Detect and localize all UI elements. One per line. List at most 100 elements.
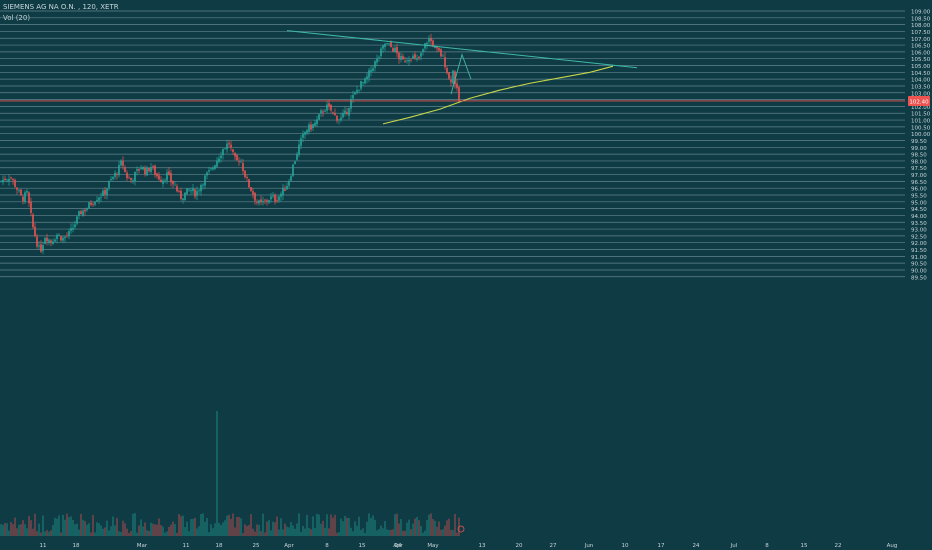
candle-body [262,201,264,203]
volume-bar [16,528,18,536]
candle-body [154,165,156,175]
volume-bar [368,513,370,536]
y-tick-label: 108.50 [911,16,931,22]
candle-body [326,104,328,111]
candle-body [116,173,118,175]
volume-bar [8,530,10,536]
candle-body [12,178,14,181]
candle-body [292,164,294,176]
volume-bar [138,525,140,536]
volume-bar [366,521,368,536]
x-tick-label: 17 [658,543,665,549]
x-tick-label: 15 [359,543,366,549]
volume-bar [150,522,152,536]
candle-body [426,42,428,45]
volume-bar [170,524,172,536]
volume-bar [286,526,288,536]
volume-bar [338,532,340,536]
volume-bar [432,519,434,536]
candle-body [162,180,164,184]
volume-bar [20,523,22,536]
volume-bar [362,528,364,536]
candle-body [332,111,334,113]
volume-bar [178,514,180,536]
volume-bar [426,519,428,536]
candle-body [48,239,50,243]
candle-body [152,166,154,168]
candle-body [46,237,48,242]
candle-body [338,119,340,121]
volume-bar [26,528,28,536]
candle-body [432,40,434,47]
candle-body [78,211,80,216]
y-tick-label: 104.00 [911,78,931,84]
candle-body [224,148,226,150]
candle-body [194,189,196,197]
candle-body [240,161,242,163]
volume-bar [66,513,68,536]
volume-bar [272,521,274,536]
candle-body [184,192,186,200]
volume-bar [350,527,352,536]
candle-body [158,175,160,180]
volume-bar [186,521,188,536]
volume-bar [306,514,308,536]
volume-bar [42,515,44,536]
candle-body [156,173,158,177]
y-tick-label: 108.00 [911,23,931,29]
y-tick-label: 89.50 [911,275,927,281]
candle-body [398,52,400,60]
candle-body [446,68,448,74]
volume-bar [312,516,314,536]
y-tick-label: 99.00 [911,146,927,152]
volume-bar [412,523,414,536]
candle-body [404,60,406,63]
candle-body [110,178,112,181]
candle-body [124,167,126,172]
candle-body [428,38,430,42]
x-tick-label: 15 [801,543,808,549]
volume-bar [318,514,320,536]
volume-bar [296,523,298,536]
candle-body [192,188,194,191]
candle-body [222,148,224,156]
volume-bar [50,530,52,536]
volume-bar [274,522,276,536]
volume-bar [372,515,374,536]
candle-body [168,171,170,175]
volume-bar [224,520,226,536]
volume-bar [228,514,230,536]
candle-body [424,43,426,49]
x-tick-label: 11 [183,543,190,549]
candle-body [430,38,432,41]
x-tick-label: 11 [40,543,47,549]
volume-bar [386,529,388,536]
candle-body [170,173,172,183]
volume-bar [146,530,148,536]
candle-body [142,167,144,170]
candle-body [174,184,176,186]
volume-bar [110,526,112,536]
current-price-tag [908,95,930,106]
candle-body [444,57,446,68]
candle-body [252,191,254,195]
y-tick-label: 99.50 [911,139,927,145]
volume-bar [140,519,142,536]
candle-body [284,189,286,192]
candle-body [250,187,252,191]
volume-bar [6,523,8,536]
volume-bar [452,530,454,536]
volume-bar [174,524,176,536]
candle-body [130,177,132,181]
candle-body [294,161,296,165]
candle-body [410,59,412,61]
x-tick-label: 20 [516,543,523,549]
volume-bar [394,514,396,536]
candle-body [62,237,64,241]
volume-bar [352,531,354,536]
volume-bar [336,532,338,536]
candle-body [34,226,36,237]
candle-body [68,231,70,236]
candle-body [348,108,350,116]
